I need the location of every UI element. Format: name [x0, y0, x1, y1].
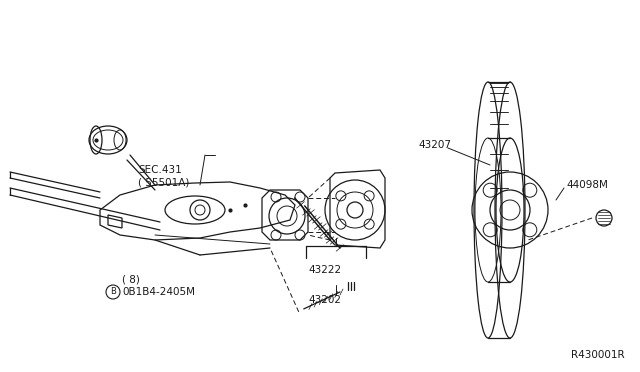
Text: 43222: 43222 — [308, 265, 341, 275]
Text: 43207: 43207 — [418, 140, 451, 150]
Circle shape — [106, 285, 120, 299]
Text: B: B — [110, 288, 116, 296]
Text: 43202: 43202 — [308, 295, 341, 305]
Text: ( 8): ( 8) — [122, 275, 140, 285]
Text: SEC.431: SEC.431 — [138, 165, 182, 175]
Text: 44098M: 44098M — [566, 180, 608, 190]
Text: ( 55501A): ( 55501A) — [138, 177, 189, 187]
Text: R430001R: R430001R — [572, 350, 625, 360]
Text: 0B1B4-2405M: 0B1B4-2405M — [122, 287, 195, 297]
